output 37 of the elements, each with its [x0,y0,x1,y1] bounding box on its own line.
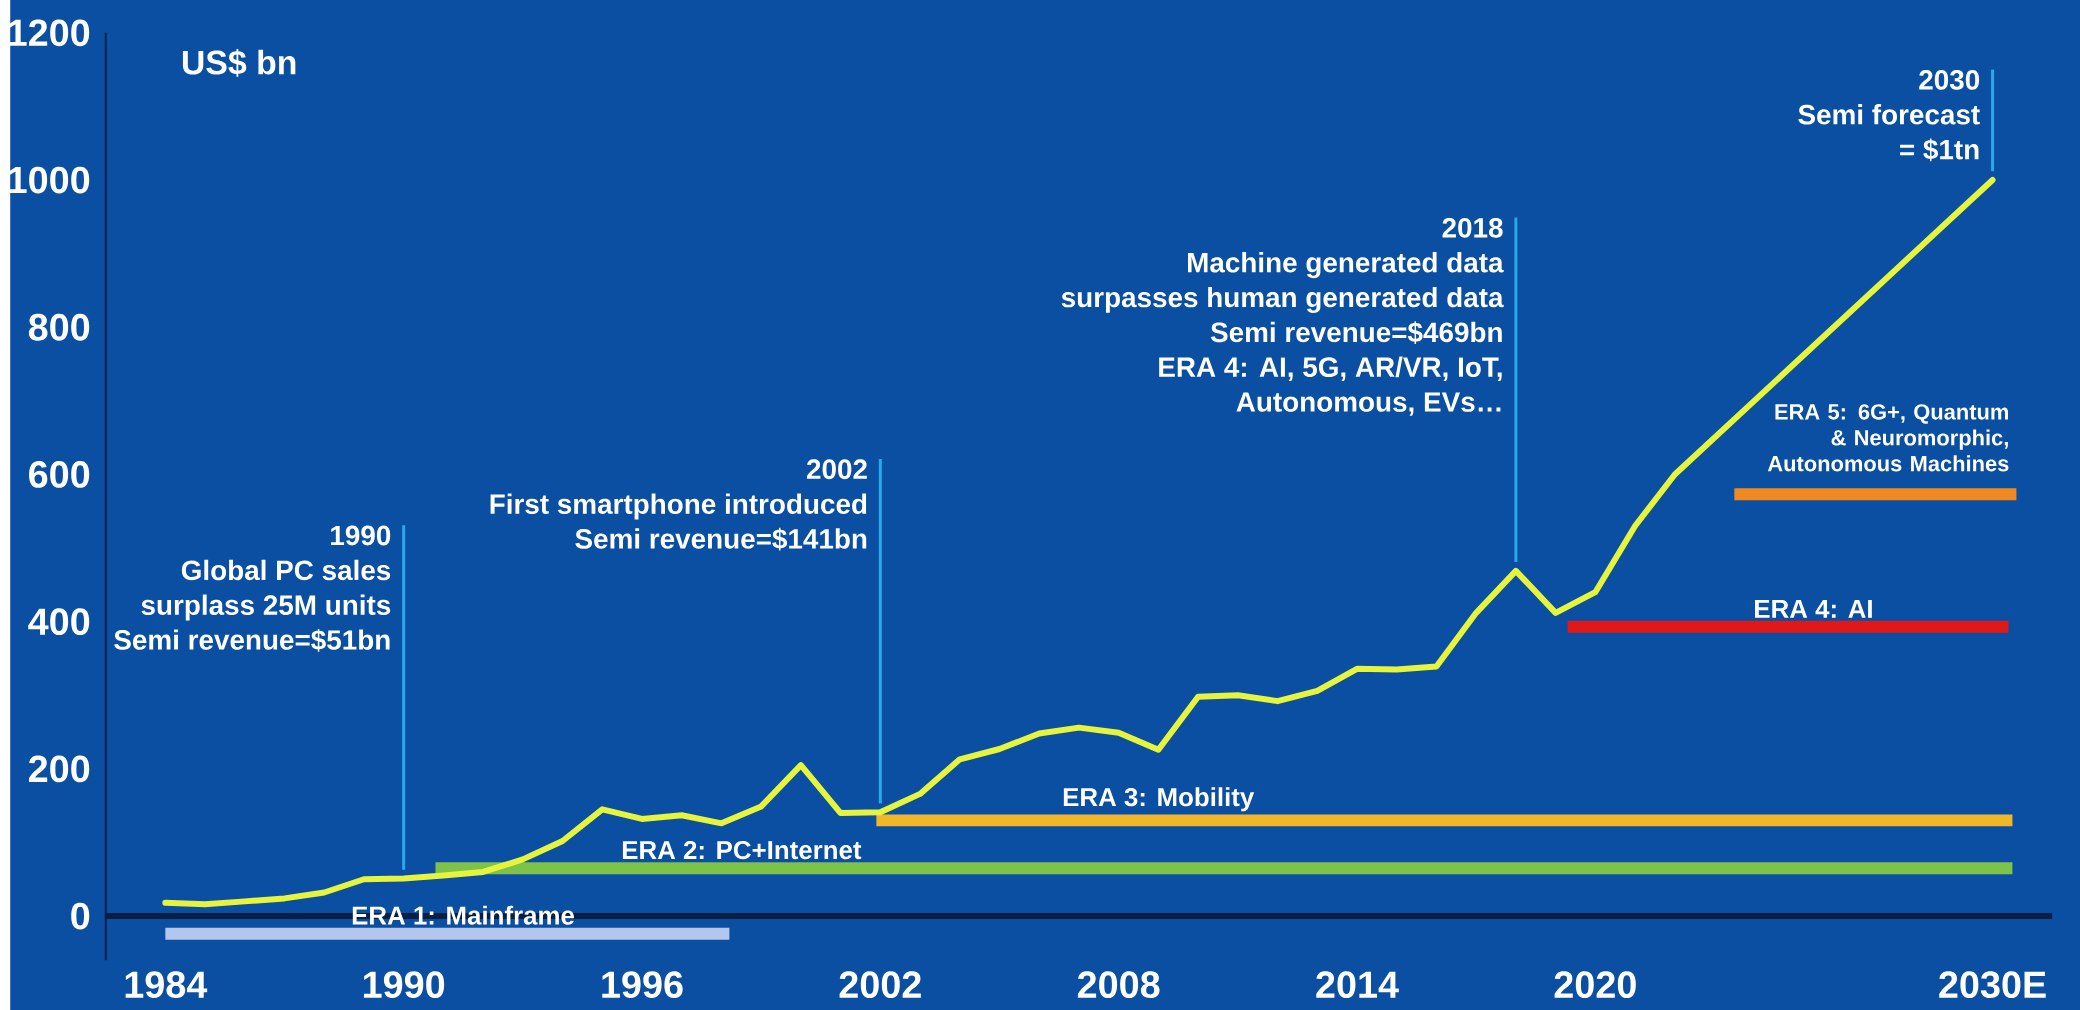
annotation: surplass 25M units [141,594,391,621]
x-tick-label: 2002 [839,971,921,999]
y-tick-label: 600 [29,461,90,488]
x-tick-label: 2030E [1939,971,2046,999]
y-axis-title: US$ bn [182,49,296,77]
series-label: ERA 1: Mainframe [352,905,575,925]
annotation: surpasses human generated data [1061,286,1504,313]
annotation: 2018 [1442,217,1503,238]
series-label: ERA 2: PC+Internet [622,840,862,860]
x-tick-label: 1996 [602,971,683,999]
annotation: 2002 [806,459,867,480]
y-tick-label: 1200 [9,19,90,47]
x-tick-label: 1984 [125,971,208,999]
y-tick-label: 0 [71,902,90,930]
y-tick-label: 200 [28,755,90,783]
x-tick-label: 2020 [1554,971,1636,999]
series-label: ERA 4: AI [1755,600,1872,618]
series-label: ERA 3: Mobility [1063,787,1255,812]
y-tick-label: 1000 [9,166,90,194]
annotation: Autonomous, EVs… [1236,392,1501,416]
annotation: 2030 [1919,70,1980,90]
annotation: Semi revenue=$141bn [575,527,867,551]
annotation: Semi forecast [1798,104,1980,125]
y-tick-label: 800 [28,313,90,341]
annotation: First smartphone introduced [490,493,867,520]
annotation: Semi revenue=$51bn [114,628,390,652]
annotation: Machine generated data [1188,252,1504,279]
annotation: 1990 [331,525,391,546]
annotation: ERA 4: AI, 5G, AR/VR, IoT, [1159,356,1502,382]
annotation: = $1tn [1900,138,1979,162]
x-tick-label: 2008 [1077,971,1160,999]
x-tick-label: 2014 [1316,971,1399,999]
series-label: ERA 5: 6G+, Quantum & Neuromorphic, Autonomous Machines [1767,404,2009,472]
x-tick-label: 1990 [363,971,445,999]
y-tick-label: 400 [28,608,90,636]
annotation: Global PC sales [181,559,391,581]
annotation: Semi revenue=$469bn [1210,321,1502,344]
